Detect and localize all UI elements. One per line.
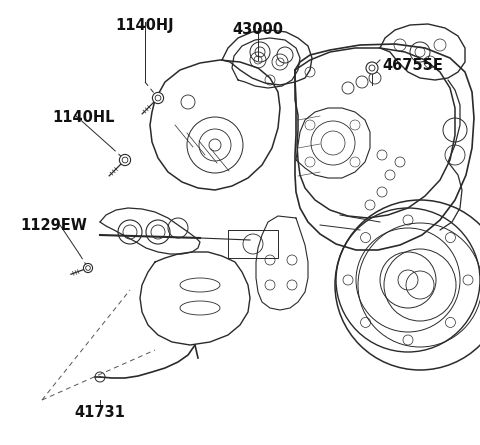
- Text: 41731: 41731: [74, 405, 125, 420]
- Text: 43000: 43000: [232, 22, 284, 37]
- Text: 46755E: 46755E: [382, 58, 443, 73]
- Circle shape: [120, 154, 131, 166]
- Circle shape: [153, 93, 164, 104]
- Text: 1129EW: 1129EW: [20, 218, 87, 233]
- Circle shape: [84, 263, 93, 272]
- Circle shape: [366, 62, 378, 74]
- Text: 1140HJ: 1140HJ: [116, 18, 174, 33]
- Text: 1140HL: 1140HL: [52, 110, 115, 125]
